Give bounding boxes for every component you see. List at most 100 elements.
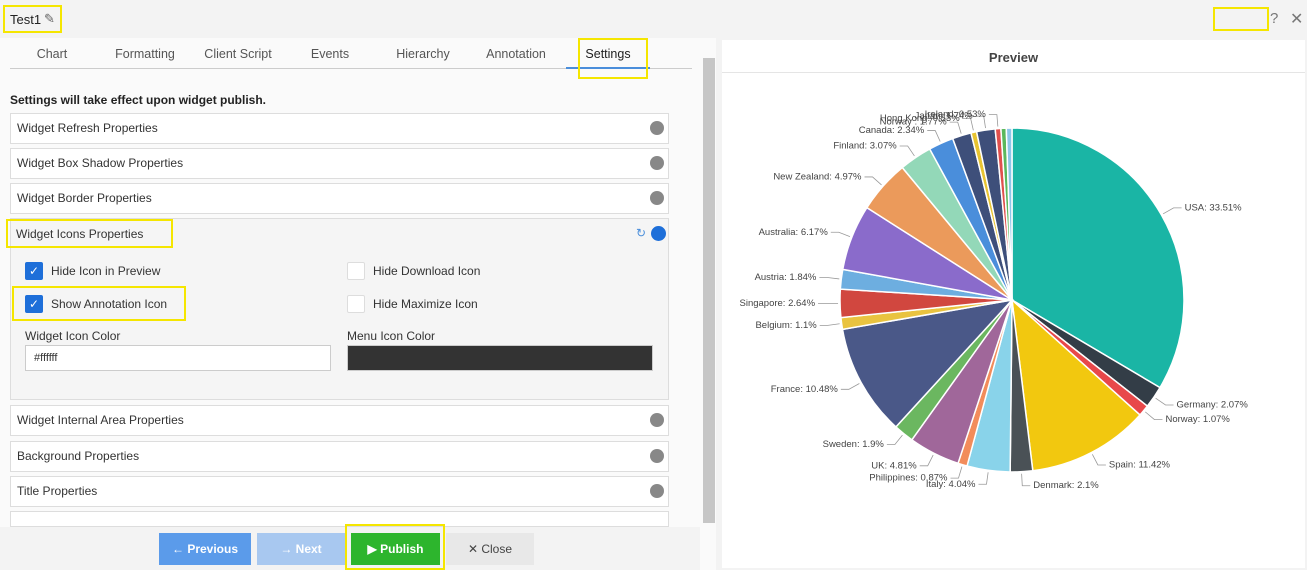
tab[interactable]: Annotation [486, 47, 546, 61]
data-label: New Zealand: 4.97% [773, 171, 862, 182]
button-label: Close [481, 542, 513, 556]
leader-line [950, 466, 963, 479]
leader-line [1155, 397, 1174, 406]
highlight [12, 286, 186, 321]
section-header[interactable]: Widget Internal Area Properties [10, 405, 669, 436]
color-input[interactable]: #ffffff [25, 345, 331, 371]
notice: Settings will take effect upon widget pu… [10, 93, 267, 107]
divider [722, 72, 1305, 73]
checkbox[interactable]: ✓ [25, 262, 43, 280]
checkbox-label: Show Annotation Icon [51, 297, 168, 311]
section-title: Widget Border Properties [17, 191, 152, 205]
data-label: Australia: 6.17% [759, 227, 829, 238]
leader-line [1145, 411, 1163, 420]
expand-toggle[interactable] [651, 226, 666, 241]
checkbox[interactable] [347, 295, 365, 313]
pie-slice [1011, 127, 1185, 389]
section-header[interactable]: Title Properties [10, 476, 669, 507]
button[interactable]: ← Previous [159, 533, 251, 565]
tab[interactable]: Formatting [115, 47, 175, 61]
highlight [3, 5, 62, 33]
data-label: Sweden: 1.9% [823, 439, 885, 450]
tab-underline [566, 67, 650, 69]
button-label: Previous [187, 542, 239, 556]
collapse-toggle[interactable] [650, 121, 664, 135]
widget-title: Test1 [10, 12, 42, 27]
section-title: Background Properties [17, 448, 140, 463]
button-icon: ← [171, 542, 188, 556]
refresh-icon[interactable]: ↻ [636, 226, 647, 240]
pie-slice [1011, 298, 1142, 472]
data-label: Singapore: 2.64% [740, 298, 816, 309]
tab-bar [10, 68, 692, 69]
tab[interactable]: Hierarchy [396, 47, 450, 61]
footer [0, 527, 700, 570]
leader-line [864, 176, 882, 186]
edit-icon[interactable]: ✎ [44, 11, 55, 26]
button-icon: ▶ [367, 542, 381, 556]
help-icon[interactable]: ? [1270, 10, 1279, 27]
data-label: Finland: 3.07% [833, 141, 897, 152]
close-icon[interactable]: ✕ [1290, 11, 1304, 28]
section-header[interactable]: Widget Refresh Properties [10, 113, 669, 144]
section-title[interactable]: Widget Icons Properties [16, 227, 144, 241]
leader-line [949, 121, 962, 134]
data-label: Italy: 4.04% [926, 479, 976, 490]
preview-title: Preview [988, 50, 1039, 65]
pie-slice [1005, 127, 1013, 301]
data-label: Norway : 1.77% [880, 117, 948, 128]
highlight [1213, 7, 1269, 31]
leader-line [899, 145, 915, 157]
collapse-toggle[interactable] [650, 448, 664, 463]
data-label: Denmark: 2.1% [1033, 480, 1099, 491]
section-title: Widget Box Shadow Properties [17, 156, 184, 170]
leader-line [1162, 207, 1182, 215]
leader-line [819, 277, 840, 280]
data-label: UK: 4.81% [871, 460, 917, 471]
tab[interactable]: Events [310, 47, 350, 61]
checkbox[interactable]: ✓ [25, 295, 43, 313]
collapse-toggle[interactable] [650, 191, 664, 205]
field-label: Menu Icon Color [347, 329, 436, 343]
section-header[interactable]: Background Properties [10, 440, 669, 472]
tab[interactable]: Client Script [204, 47, 272, 61]
title-bar [0, 0, 1307, 38]
tab[interactable]: Settings [585, 47, 631, 61]
section-title: Title Properties [17, 484, 98, 498]
highlight [345, 524, 445, 570]
data-label: France: 10.48% [771, 384, 839, 395]
color-input[interactable] [347, 345, 653, 371]
pie-slice [841, 298, 1015, 428]
section-header[interactable]: Widget Box Shadow Properties [10, 148, 669, 179]
button[interactable]: → Next [257, 533, 345, 565]
leader-line [962, 118, 974, 131]
checkbox-label: Hide Icon in Preview [51, 264, 161, 278]
leader-line [927, 130, 941, 142]
button-icon: ✕ [467, 542, 482, 556]
data-label: USA: 33.51% [1185, 202, 1243, 213]
highlight [6, 219, 173, 248]
data-label: Japan: 1.74% [915, 111, 974, 122]
data-label: Hong Kong: 0.53% [880, 113, 960, 124]
checkbox-label: Hide Download Icon [373, 264, 481, 278]
collapse-toggle[interactable] [650, 484, 664, 498]
partial-section [10, 511, 669, 527]
tab[interactable]: Chart [36, 47, 68, 61]
button[interactable]: ✕ Close [446, 533, 534, 565]
section-title: Widget Refresh Properties [17, 121, 158, 135]
data-label: Canada: 2.34% [859, 125, 925, 136]
leader-line [988, 114, 999, 127]
section-header[interactable]: Widget Border Properties [10, 183, 669, 214]
leader-line [975, 115, 986, 129]
button[interactable]: ▶ Publish [351, 533, 440, 565]
button-icon: → [280, 542, 296, 556]
collapse-toggle[interactable] [650, 156, 664, 170]
checkbox[interactable] [347, 262, 365, 280]
button-label: Publish [380, 542, 424, 556]
checkbox-label: Hide Maximize Icon [373, 297, 478, 311]
button-label: Next [295, 542, 322, 556]
highlight [578, 38, 648, 79]
collapse-toggle[interactable] [650, 413, 664, 427]
leader-line [830, 231, 851, 237]
